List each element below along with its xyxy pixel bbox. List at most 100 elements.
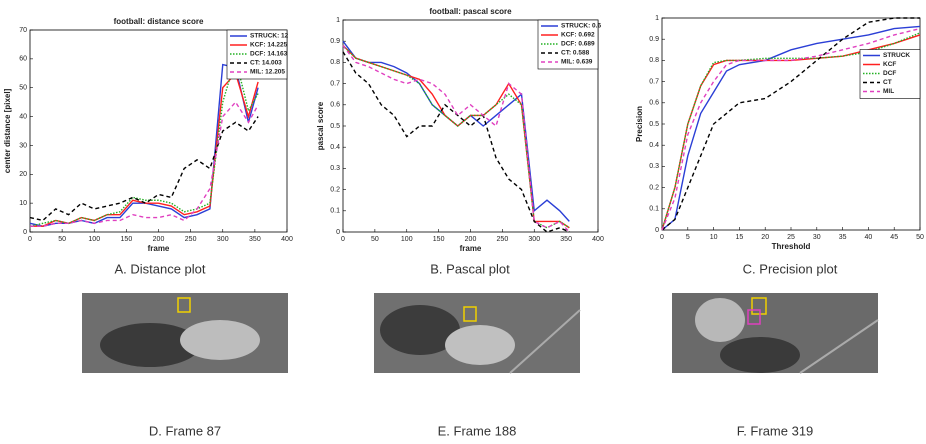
y-tick-label: 0.1	[330, 208, 340, 215]
x-tick-label: 350	[560, 236, 572, 243]
y-axis-label: pascal score	[316, 101, 325, 150]
legend-label: CT	[883, 79, 892, 86]
legend: STRUCK KCF DCF CT MIL	[859, 49, 921, 99]
x-tick-label: 250	[185, 236, 197, 243]
x-tick-label: 300	[528, 236, 540, 243]
series-line	[661, 17, 920, 231]
x-tick-label: 35	[839, 234, 847, 241]
y-tick-label: 0.2	[649, 184, 659, 191]
caption: E. Frame 188	[438, 423, 517, 438]
y-tick-label: 70	[19, 27, 27, 34]
y-tick-label: 0.6	[330, 102, 340, 109]
x-tick-label: 15	[736, 234, 744, 241]
legend-label: KCF	[883, 61, 896, 68]
y-tick-label: 0	[23, 229, 27, 236]
y-tick-label: 0	[336, 229, 340, 236]
y-axis-label: center distance [pixel]	[3, 88, 12, 173]
legend-label: DCF: 14.163	[250, 51, 288, 58]
x-tick-label: 100	[88, 236, 100, 243]
frame-image	[374, 293, 581, 374]
y-tick-label: 0.3	[649, 163, 659, 170]
x-tick-label: 45	[890, 234, 898, 241]
x-axis-label: frame	[460, 244, 482, 253]
legend-label: DCF: 0.689	[561, 41, 595, 48]
y-tick-label: 10	[19, 200, 27, 207]
legend-label: MIL	[883, 88, 894, 95]
x-tick-label: 400	[281, 236, 293, 243]
series-line	[342, 51, 570, 233]
legend-label: KCF: 14.225	[250, 42, 288, 49]
x-tick-label: 10	[710, 234, 718, 241]
x-tick-label: 200	[465, 236, 477, 243]
frame-image	[672, 293, 879, 374]
x-tick-label: 25	[787, 234, 795, 241]
series-line	[661, 27, 921, 231]
x-tick-label: 150	[121, 236, 133, 243]
legend-label: KCF: 0.692	[561, 32, 595, 39]
x-tick-label: 100	[401, 236, 413, 243]
x-tick-label: 30	[813, 234, 821, 241]
legend: STRUCK: 0.6 KCF: 0.692 DCF: 0.689 CT: 0.588…	[537, 19, 601, 70]
y-tick-label: 30	[19, 142, 27, 149]
legend-label: STRUCK: 0.6	[561, 23, 601, 30]
y-tick-label: 0.9	[330, 38, 340, 45]
y-tick-label: 0.1	[649, 206, 659, 213]
y-tick-label: 50	[19, 85, 27, 92]
y-tick-label: 0.8	[649, 57, 659, 64]
x-tick-label: 400	[592, 236, 604, 243]
x-tick-label: 5	[686, 234, 690, 241]
caption: D. Frame 87	[149, 423, 221, 438]
y-tick-label: 0.5	[330, 123, 340, 130]
caption: C. Precision plot	[743, 261, 838, 276]
y-tick-label: 0.4	[330, 144, 340, 151]
legend-label: CT: 14.003	[250, 60, 282, 67]
x-tick-label: 50	[58, 236, 66, 243]
x-tick-label: 0	[660, 234, 664, 241]
x-tick-label: 0	[28, 236, 32, 243]
chart-title: football: distance score	[114, 17, 204, 26]
y-tick-label: 1	[655, 15, 659, 22]
x-axis-label: Threshold	[772, 242, 811, 251]
x-tick-label: 50	[916, 234, 924, 241]
y-axis-label: Precision	[635, 106, 644, 142]
y-tick-label: 0.6	[649, 100, 659, 107]
legend-label: STRUCK	[883, 52, 910, 59]
x-tick-label: 200	[153, 236, 165, 243]
caption: B. Pascal plot	[430, 261, 510, 276]
y-tick-label: 0.9	[649, 36, 659, 43]
legend-label: CT: 0.588	[561, 50, 590, 57]
x-tick-label: 20	[761, 234, 769, 241]
y-tick-label: 60	[19, 56, 27, 63]
x-tick-label: 350	[249, 236, 261, 243]
y-tick-label: 40	[19, 113, 27, 120]
y-tick-label: 0.7	[649, 78, 659, 85]
x-tick-label: 150	[433, 236, 445, 243]
x-tick-label: 50	[371, 236, 379, 243]
x-tick-label: 300	[217, 236, 229, 243]
legend-label: MIL: 12.205	[250, 69, 285, 76]
x-tick-label: 0	[341, 236, 345, 243]
y-tick-label: 1	[336, 17, 340, 24]
y-tick-label: 0.7	[330, 80, 340, 87]
y-tick-label: 0	[655, 227, 659, 234]
legend-label: STRUCK: 12	[250, 33, 289, 40]
series-line	[29, 116, 259, 222]
series-line	[342, 44, 570, 229]
legend-label: MIL: 0.639	[561, 59, 593, 66]
legend-label: DCF	[883, 70, 896, 77]
caption: F. Frame 319	[737, 423, 814, 438]
x-axis-label: frame	[148, 244, 170, 253]
y-tick-label: 0.2	[330, 186, 340, 193]
frame-image	[82, 293, 288, 373]
y-tick-label: 20	[19, 171, 27, 178]
y-tick-label: 0.3	[330, 165, 340, 172]
chart-title: football: pascal score	[429, 7, 512, 16]
y-tick-label: 0.5	[649, 121, 659, 128]
x-tick-label: 250	[497, 236, 509, 243]
series-line	[661, 25, 921, 231]
caption: A. Distance plot	[114, 261, 205, 276]
legend: STRUCK: 12 KCF: 14.225 DCF: 14.163 CT: 14.0…	[226, 29, 289, 80]
y-tick-label: 0.4	[649, 142, 659, 149]
x-tick-label: 40	[865, 234, 873, 241]
